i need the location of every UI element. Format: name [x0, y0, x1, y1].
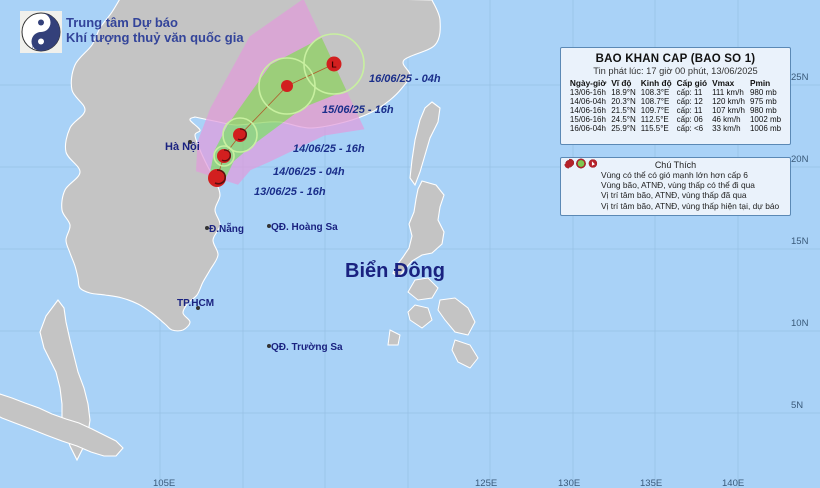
svg-text:Trung tâm Dự báo: Trung tâm Dự báo [66, 15, 178, 30]
svg-text:Khí tượng thuỷ văn quốc gia: Khí tượng thuỷ văn quốc gia [66, 30, 244, 45]
svg-text:5N: 5N [791, 400, 803, 411]
svg-text:L: L [331, 60, 336, 70]
svg-text:15N: 15N [791, 236, 809, 247]
svg-text:QĐ. Hoàng Sa: QĐ. Hoàng Sa [271, 222, 338, 233]
svg-text:25N: 25N [791, 72, 809, 83]
svg-text:130E: 130E [558, 478, 580, 488]
svg-text:Hà Nội: Hà Nội [165, 141, 200, 153]
svg-text:14/06/25 - 16h: 14/06/25 - 16h [293, 143, 365, 155]
svg-text:135E: 135E [640, 478, 662, 488]
svg-text:Biển Đông: Biển Đông [345, 260, 445, 282]
svg-text:105E: 105E [153, 478, 175, 488]
svg-text:13/06/25 - 16h: 13/06/25 - 16h [254, 186, 326, 198]
svg-text:NCHMF: NCHMF [32, 45, 50, 51]
svg-text:15/06/25 - 16h: 15/06/25 - 16h [322, 104, 394, 116]
svg-text:20N: 20N [791, 154, 809, 165]
svg-text:QĐ. Trường Sa: QĐ. Trường Sa [271, 342, 343, 353]
svg-text:TP.HCM: TP.HCM [177, 298, 214, 309]
svg-text:Đ.Nẵng: Đ.Nẵng [209, 222, 244, 235]
svg-text:14/06/25 - 04h: 14/06/25 - 04h [273, 166, 345, 178]
svg-text:125E: 125E [475, 478, 497, 488]
svg-text:10N: 10N [791, 318, 809, 329]
svg-text:140E: 140E [722, 478, 744, 488]
svg-text:16/06/25 - 04h: 16/06/25 - 04h [369, 73, 441, 85]
